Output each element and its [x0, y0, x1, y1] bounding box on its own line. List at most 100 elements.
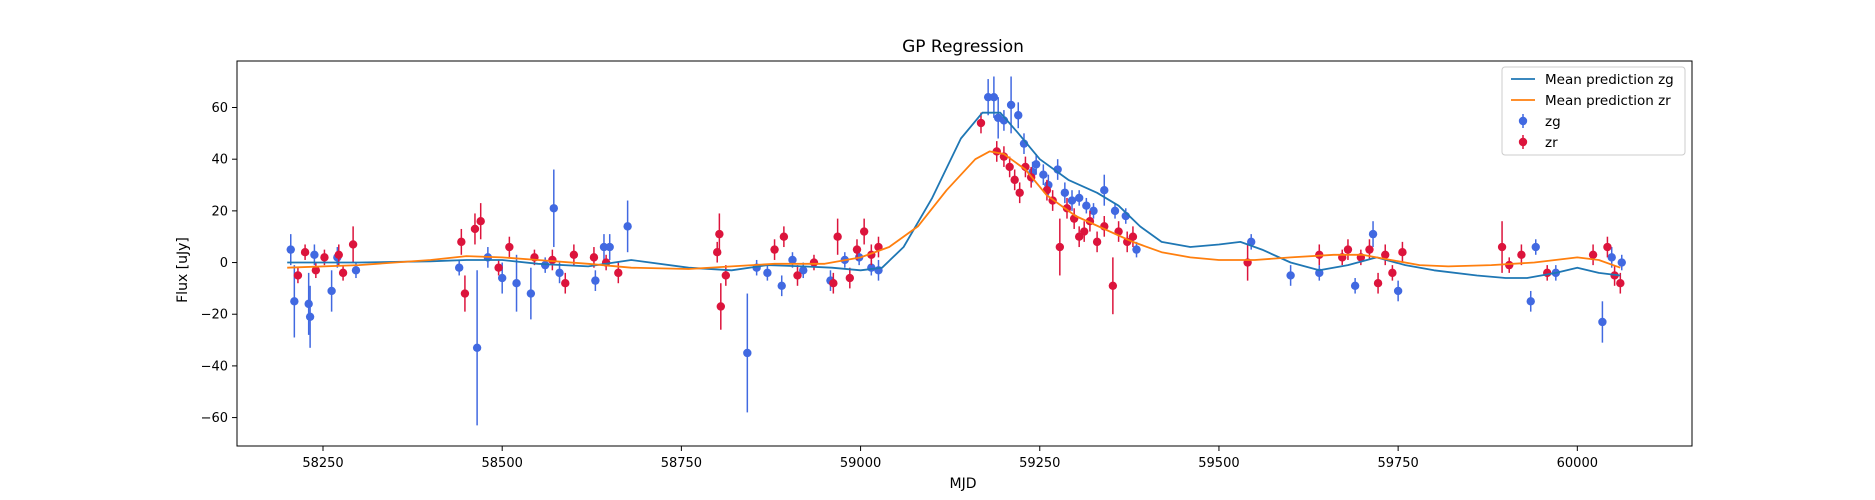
data-point — [1365, 245, 1374, 254]
data-point — [1060, 188, 1070, 197]
data-point — [1110, 206, 1120, 216]
data-point — [555, 268, 564, 278]
data-point — [1350, 281, 1360, 290]
legend-marker-swatch — [1518, 116, 1528, 126]
chart-title: GP Regression — [902, 37, 1024, 57]
x-tick-label: 60000 — [1557, 456, 1598, 471]
data-point — [721, 271, 731, 280]
data-point — [497, 273, 507, 283]
data-point — [1089, 206, 1098, 216]
data-point — [1398, 248, 1407, 257]
data-point — [1055, 242, 1065, 252]
data-point — [1108, 281, 1118, 290]
data-point — [1517, 250, 1526, 259]
data-point — [623, 222, 632, 231]
data-point — [1617, 258, 1626, 267]
y-tick-label: −60 — [201, 411, 228, 426]
y-axis: −60 −40 −20 0 20 40 60 — [201, 101, 237, 426]
data-point — [454, 263, 464, 272]
data-point — [713, 248, 722, 257]
data-point — [549, 204, 559, 213]
data-point — [311, 266, 321, 275]
data-point — [1393, 286, 1403, 296]
data-point — [743, 348, 752, 358]
data-point — [845, 273, 855, 283]
data-point — [1100, 185, 1109, 195]
data-point — [1607, 253, 1616, 262]
data-point — [777, 281, 786, 290]
data-point — [1074, 232, 1084, 241]
data-point — [457, 237, 466, 247]
data-point — [1031, 160, 1041, 169]
data-point — [1082, 201, 1091, 210]
x-axis-title: MJD — [950, 476, 977, 492]
data-point — [1015, 188, 1024, 197]
y-tick-label: 40 — [211, 153, 228, 168]
x-tick-label: 58500 — [482, 456, 523, 471]
data-point — [809, 258, 819, 267]
data-point — [327, 286, 336, 296]
x-tick-label: 59250 — [1019, 456, 1060, 471]
legend-item: Mean prediction zg — [1511, 72, 1674, 88]
data-point — [476, 217, 485, 226]
y-tick-label: 0 — [220, 256, 228, 271]
data-point — [793, 271, 802, 280]
y-tick-label: 20 — [211, 204, 228, 219]
data-point — [788, 255, 797, 265]
data-point — [1343, 245, 1353, 254]
x-axis: 58250 58500 58750 59000 59250 59500 59750 60000 — [302, 446, 1598, 471]
data-point — [833, 232, 842, 241]
legend-item: zg — [1518, 114, 1561, 130]
data-point — [1598, 317, 1607, 327]
data-point — [334, 250, 343, 259]
data-point — [505, 242, 514, 252]
series-layer — [286, 76, 1626, 426]
data-point — [561, 279, 570, 288]
series-line-mean-prediction-zr — [287, 150, 1621, 270]
data-point — [310, 250, 319, 259]
data-point — [1588, 250, 1598, 259]
data-point — [541, 260, 550, 270]
data-point — [829, 279, 838, 288]
data-point — [589, 253, 599, 262]
data-point — [1526, 297, 1535, 306]
data-point — [460, 289, 470, 298]
data-point — [1014, 111, 1023, 120]
data-point — [300, 248, 310, 257]
legend-label: Mean prediction zr — [1545, 93, 1671, 109]
series-zr-points — [293, 112, 1625, 330]
plot-frame — [236, 60, 1693, 447]
data-point — [286, 245, 295, 254]
legend-marker-swatch — [1518, 137, 1528, 147]
legend-label: zg — [1545, 114, 1561, 130]
data-point — [1067, 196, 1077, 205]
data-point — [605, 242, 614, 252]
y-tick-label: −20 — [201, 308, 228, 323]
data-point — [348, 240, 358, 249]
data-point — [293, 271, 303, 280]
data-point — [470, 224, 480, 234]
data-point — [1246, 237, 1256, 247]
data-point — [1010, 175, 1019, 185]
data-point — [1497, 242, 1507, 252]
legend-box — [1501, 66, 1686, 156]
data-point — [1603, 242, 1612, 252]
data-point — [1006, 100, 1016, 110]
x-tick-label: 58250 — [302, 456, 343, 471]
data-point — [1388, 268, 1397, 278]
data-point — [338, 268, 348, 278]
data-point — [1373, 279, 1383, 288]
data-point — [320, 253, 329, 262]
x-tick-label: 59000 — [840, 456, 881, 471]
data-point — [1074, 193, 1084, 203]
data-point — [305, 312, 315, 322]
legend-label: zr — [1545, 135, 1558, 151]
series-line-mean-prediction-zg — [287, 111, 1621, 279]
data-point — [976, 118, 986, 128]
data-point — [290, 297, 299, 306]
data-point — [304, 299, 313, 309]
data-point — [569, 250, 579, 259]
data-point — [591, 276, 600, 285]
data-point — [1079, 227, 1089, 236]
